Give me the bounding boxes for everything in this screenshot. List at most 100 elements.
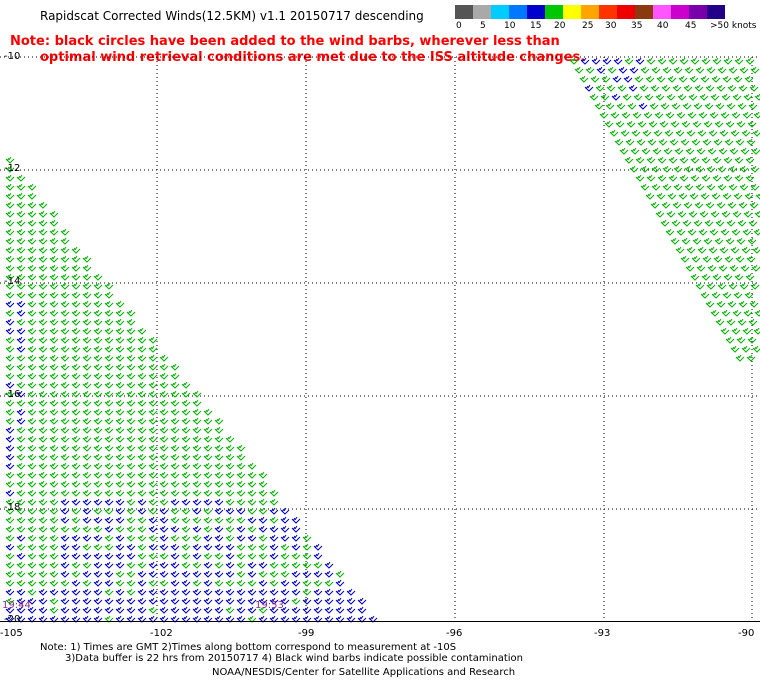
- wind-barb: [115, 381, 125, 389]
- wind-barb: [728, 183, 738, 191]
- wind-barb: [104, 453, 114, 461]
- wind-barb: [71, 525, 81, 533]
- wind-barb: [27, 237, 37, 245]
- wind-barb: [695, 66, 705, 74]
- wind-barb: [60, 273, 70, 281]
- wind-barb: [687, 111, 697, 119]
- wind-barb: [126, 480, 136, 488]
- wind-barb: [60, 345, 70, 353]
- wind-barb: [104, 327, 114, 335]
- wind-barb: [748, 318, 758, 326]
- wind-barb: [115, 309, 125, 317]
- wind-barb: [137, 516, 147, 524]
- footer-note-line2: 3)Data buffer is 22 hrs from 20150717 4)…: [65, 653, 523, 664]
- wind-barb: [744, 291, 754, 299]
- wind-barb: [192, 606, 202, 614]
- wind-barb: [192, 498, 202, 506]
- wind-barb: [60, 552, 70, 560]
- wind-barb: [258, 597, 268, 605]
- wind-barb: [93, 597, 103, 605]
- wind-barb: [181, 471, 191, 479]
- wind-barb: [148, 462, 158, 470]
- wind-barb: [38, 363, 48, 371]
- wind-barb: [137, 417, 147, 425]
- wind-barb: [732, 93, 742, 101]
- wind-barb: [181, 606, 191, 614]
- wind-barb: [585, 66, 595, 74]
- wind-barb: [5, 174, 15, 182]
- wind-barb: [137, 606, 147, 614]
- wind-barb: [170, 561, 180, 569]
- wind-barb: [49, 552, 59, 560]
- wind-barb: [625, 138, 635, 146]
- wind-barb: [225, 588, 235, 596]
- wind-barb: [49, 210, 59, 218]
- wind-barb: [324, 597, 334, 605]
- wind-barb: [580, 57, 590, 65]
- wind-barb: [126, 534, 136, 542]
- wind-barb: [236, 543, 246, 551]
- wind-barb: [49, 282, 59, 290]
- wind-barb: [5, 318, 15, 326]
- wind-barb: [126, 354, 136, 362]
- wind-barb: [71, 588, 81, 596]
- wind-barb: [670, 237, 680, 245]
- wind-barb: [38, 552, 48, 560]
- wind-barb: [82, 525, 92, 533]
- wind-barb: [324, 606, 334, 614]
- wind-barb: [738, 84, 748, 92]
- wind-barb: [104, 318, 114, 326]
- wind-barb: [170, 606, 180, 614]
- wind-barb: [148, 525, 158, 533]
- wind-barb: [16, 228, 26, 236]
- wind-barb: [49, 462, 59, 470]
- scale-label-10: >50 knots: [710, 21, 757, 31]
- wind-barb: [27, 291, 37, 299]
- wind-barb: [324, 561, 334, 569]
- wind-barb: [684, 183, 694, 191]
- wind-barb: [27, 390, 37, 398]
- wind-barb: [126, 417, 136, 425]
- wind-barb: [93, 435, 103, 443]
- wind-barb: [60, 282, 70, 290]
- wind-barb: [16, 273, 26, 281]
- wind-barb: [225, 597, 235, 605]
- wind-barb: [745, 57, 755, 65]
- scale-swatch-9: [617, 5, 635, 19]
- wind-barb: [126, 444, 136, 452]
- wind-barb: [620, 129, 630, 137]
- wind-barb: [27, 192, 37, 200]
- wind-barb: [159, 363, 169, 371]
- wind-barb: [740, 147, 750, 155]
- wind-barb: [115, 300, 125, 308]
- wind-barb: [699, 93, 709, 101]
- wind-barb: [754, 309, 760, 317]
- wind-barb: [27, 516, 37, 524]
- wind-barb: [38, 408, 48, 416]
- wind-barb: [731, 327, 741, 335]
- wind-barb: [656, 75, 666, 83]
- wind-barb: [225, 507, 235, 515]
- wind-barb: [170, 525, 180, 533]
- wind-barb: [630, 147, 640, 155]
- wind-barb: [159, 489, 169, 497]
- wind-barb: [733, 291, 743, 299]
- wind-barb: [635, 57, 645, 65]
- wind-barb: [5, 453, 15, 461]
- wind-barb: [148, 354, 158, 362]
- wind-barb: [5, 462, 15, 470]
- wind-barb: [49, 228, 59, 236]
- wind-barb: [5, 228, 15, 236]
- wind-barb: [27, 300, 37, 308]
- wind-barb: [148, 543, 158, 551]
- wind-barb: [148, 498, 158, 506]
- wind-barb: [747, 237, 757, 245]
- wind-barb: [49, 489, 59, 497]
- wind-barb: [192, 408, 202, 416]
- wind-barb: [49, 597, 59, 605]
- wind-barb: [619, 147, 629, 155]
- wind-barb: [170, 408, 180, 416]
- wind-barb: [49, 390, 59, 398]
- wind-barb: [93, 552, 103, 560]
- wind-barb: [159, 480, 169, 488]
